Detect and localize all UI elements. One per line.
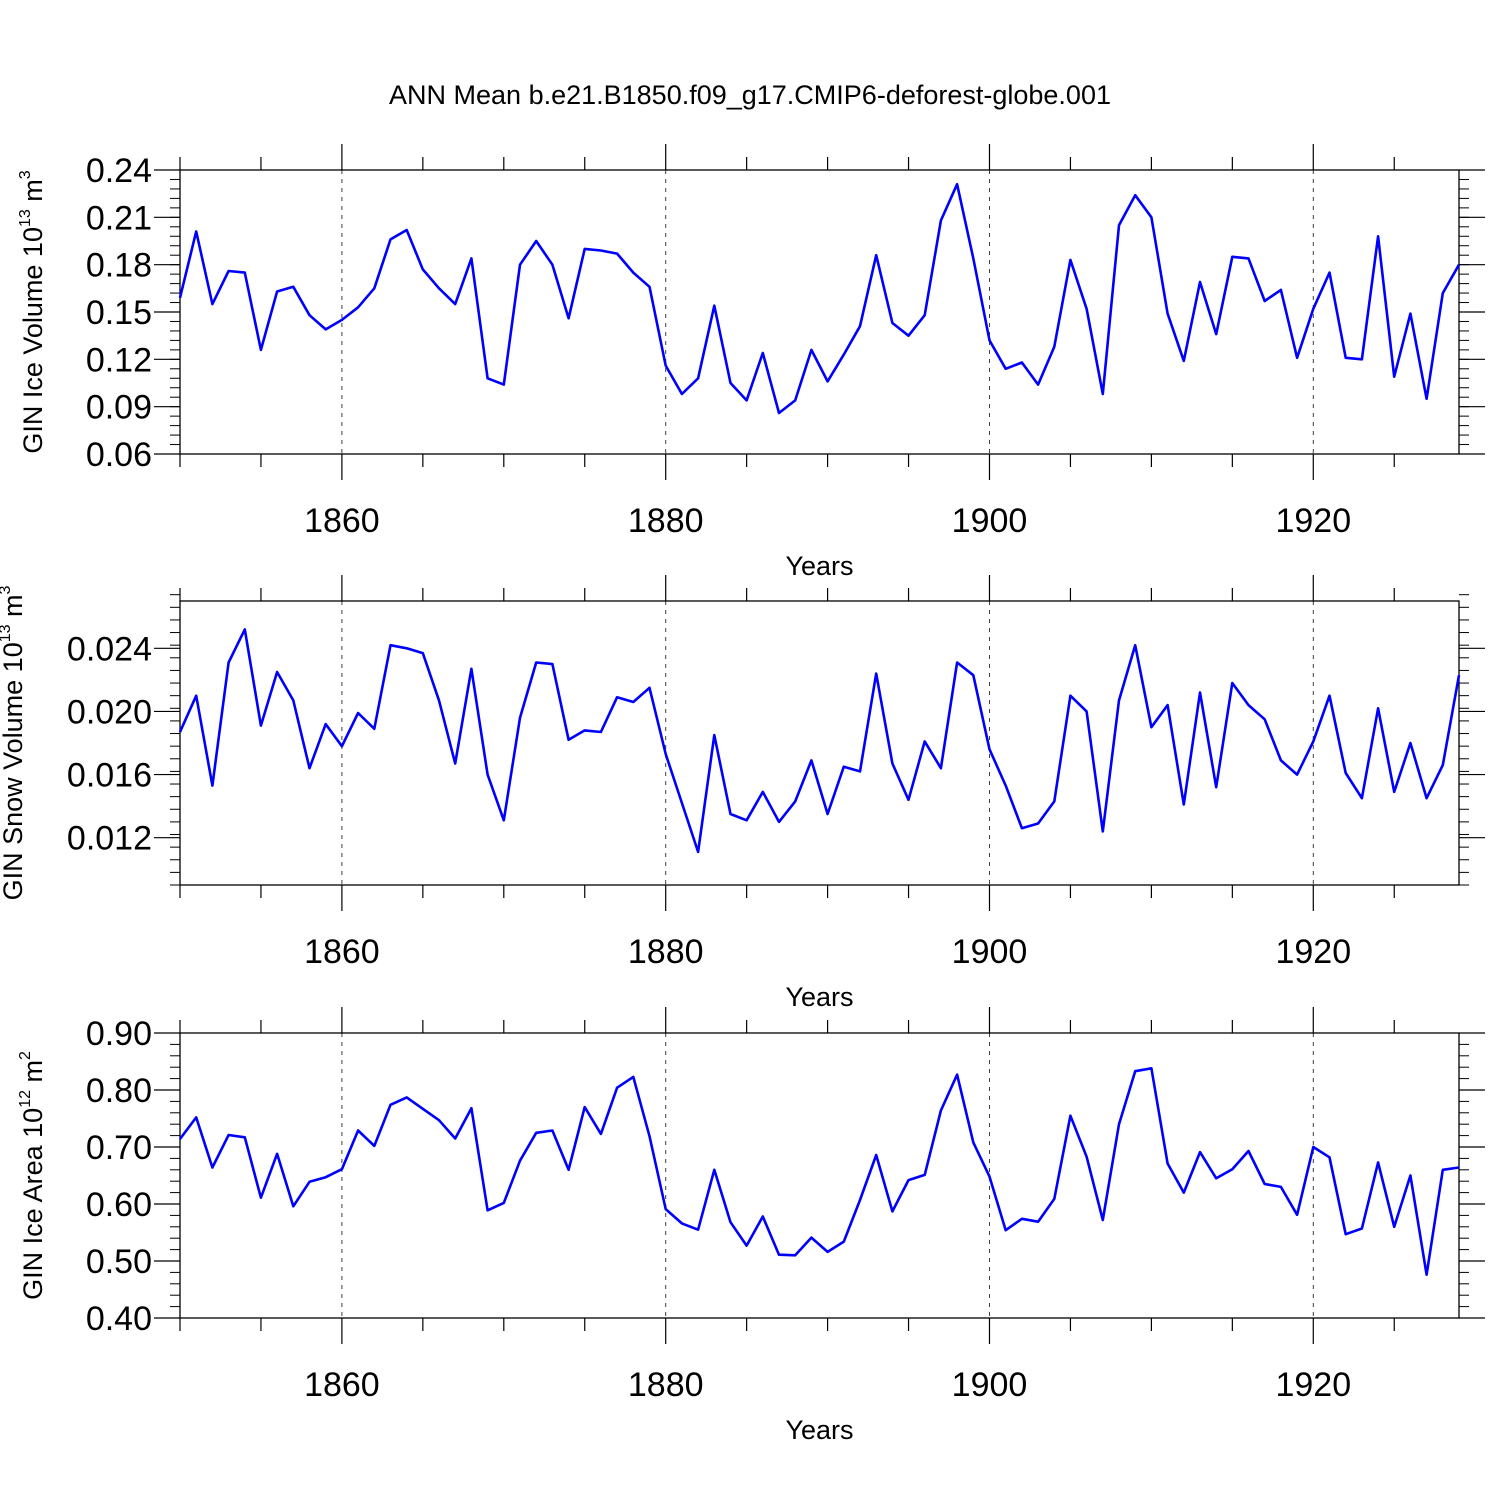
y-axis-label: GIN Ice Volume 1013 m3 <box>17 170 48 453</box>
y-label-exponent: 13 <box>0 624 14 642</box>
y-tick-label: 0.016 <box>67 757 152 795</box>
x-tick-label: 1880 <box>628 1366 704 1404</box>
y-tick-label: 0.80 <box>86 1072 152 1110</box>
y-label-main: GIN Snow Volume 10 <box>0 642 28 900</box>
series-line-1 <box>178 182 1461 415</box>
x-axis-label: Years <box>785 982 853 1012</box>
y-label-unit: m <box>18 1060 48 1090</box>
y-label-unit-exponent: 3 <box>17 170 34 179</box>
plot-frame <box>179 600 1460 886</box>
y-tick-label: 0.50 <box>86 1243 152 1281</box>
x-tick-label: 1860 <box>304 502 380 540</box>
y-tick-label: 0.15 <box>86 294 152 332</box>
y-label-main: GIN Ice Volume 10 <box>18 227 48 454</box>
y-tick-label: 0.40 <box>86 1300 152 1338</box>
y-tick-label: 0.012 <box>67 820 152 858</box>
y-tick-label: 0.06 <box>86 436 152 474</box>
y-label-unit-exponent: 3 <box>0 585 14 594</box>
y-tick-label: 0.020 <box>67 693 152 731</box>
x-tick-label: 1860 <box>304 933 380 971</box>
y-tick-label: 0.18 <box>86 247 152 285</box>
y-label-exponent: 13 <box>17 209 34 227</box>
x-tick-label: 1880 <box>628 933 704 971</box>
y-tick-label: 0.60 <box>86 1186 152 1224</box>
y-tick-label: 0.70 <box>86 1129 152 1167</box>
x-axis-label: Years <box>785 1415 853 1445</box>
y-tick-label: 0.90 <box>86 1015 152 1053</box>
plot-frame <box>179 169 1460 455</box>
x-tick-label: 1920 <box>1275 1366 1351 1404</box>
y-axis-label: GIN Ice Area 1012 m2 <box>17 1051 48 1300</box>
y-tick-label: 0.09 <box>86 389 152 427</box>
y-tick-label: 0.12 <box>86 341 152 379</box>
y-label-unit: m <box>18 179 48 209</box>
x-tick-label: 1900 <box>952 933 1028 971</box>
panel-2: 1860 1880 1900 1920 0.012 0.016 0.020 0.024 Year… <box>0 575 1485 1012</box>
y-tick-label: 0.21 <box>86 199 152 237</box>
y-label-unit-exponent: 2 <box>17 1051 34 1060</box>
y-label-main: GIN Ice Area 10 <box>18 1108 48 1300</box>
y-label-unit: m <box>0 594 28 624</box>
figure-title: ANN Mean b.e21.B1850.f09_g17.CMIP6-defor… <box>389 80 1111 110</box>
x-tick-label: 1900 <box>952 1366 1028 1404</box>
series-line-1 <box>178 1067 1460 1276</box>
x-axis-label: Years <box>785 551 853 581</box>
x-tick-label: 1880 <box>628 502 704 540</box>
y-label-exponent: 12 <box>17 1090 34 1108</box>
x-tick-label: 1860 <box>304 1366 380 1404</box>
x-tick-label: 1920 <box>1275 502 1351 540</box>
x-tick-label: 1900 <box>952 502 1028 540</box>
panel-1: 1860 1880 1900 1920 0.06 0.09 0.12 0.15 0.18 0.21… <box>17 144 1485 581</box>
y-tick-label: 0.024 <box>67 630 152 668</box>
y-axis-label: GIN Snow Volume 1013 m3 <box>0 585 28 900</box>
panel-3: 1860 1880 1900 1920 0.40 0.50 0.60 0.70 0.80 0.90… <box>17 1007 1485 1445</box>
y-tick-label: 0.24 <box>86 152 152 190</box>
series-line-1 <box>178 628 1461 854</box>
x-tick-label: 1920 <box>1275 933 1351 971</box>
plot-frame <box>179 1032 1460 1319</box>
